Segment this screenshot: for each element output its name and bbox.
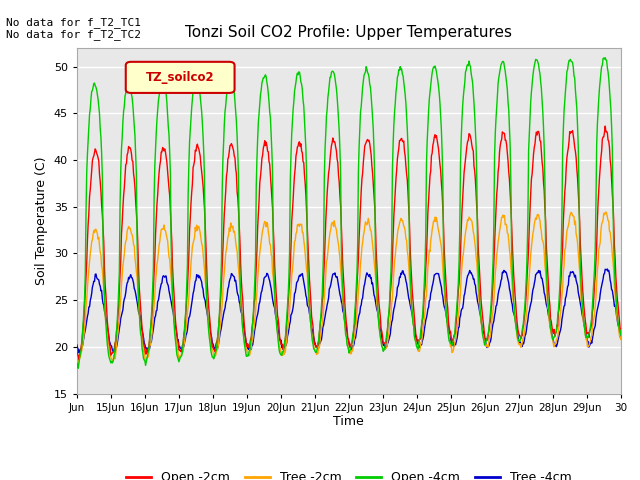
Legend: Open -2cm, Tree -2cm, Open -4cm, Tree -4cm: Open -2cm, Tree -2cm, Open -4cm, Tree -4…: [125, 471, 572, 480]
Text: No data for f_T2_TC2: No data for f_T2_TC2: [6, 29, 141, 40]
FancyBboxPatch shape: [125, 62, 235, 93]
X-axis label: Time: Time: [333, 415, 364, 429]
Title: Tonzi Soil CO2 Profile: Upper Temperatures: Tonzi Soil CO2 Profile: Upper Temperatur…: [186, 25, 512, 40]
Text: TZ_soilco2: TZ_soilco2: [146, 71, 214, 84]
Y-axis label: Soil Temperature (C): Soil Temperature (C): [35, 156, 48, 285]
Text: No data for f_T2_TC1: No data for f_T2_TC1: [6, 17, 141, 28]
